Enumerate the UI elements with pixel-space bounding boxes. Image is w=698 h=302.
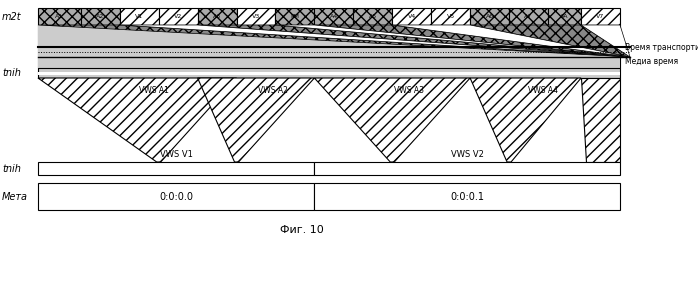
- Text: PM: PM: [290, 14, 299, 19]
- Bar: [548, 8, 581, 25]
- Polygon shape: [392, 25, 630, 57]
- Text: A5: A5: [369, 14, 377, 19]
- Polygon shape: [120, 25, 630, 57]
- Polygon shape: [198, 25, 630, 57]
- Text: VWS A2: VWS A2: [258, 86, 288, 95]
- Polygon shape: [470, 78, 581, 162]
- Polygon shape: [38, 25, 630, 57]
- Bar: [431, 8, 470, 25]
- Bar: [392, 8, 431, 25]
- Polygon shape: [314, 25, 630, 57]
- Bar: [353, 8, 392, 25]
- Text: VWS V2: VWS V2: [451, 150, 484, 159]
- Text: VWS A3: VWS A3: [394, 86, 424, 95]
- Text: Фиг. 10: Фиг. 10: [280, 225, 324, 235]
- Bar: [120, 8, 158, 25]
- Text: VWS V1: VWS V1: [160, 150, 193, 159]
- Polygon shape: [581, 25, 630, 57]
- Bar: [198, 8, 237, 25]
- Polygon shape: [198, 78, 314, 162]
- Bar: [314, 183, 620, 210]
- Text: VWS A4: VWS A4: [528, 86, 558, 95]
- Bar: [38, 8, 81, 25]
- Bar: [314, 162, 620, 175]
- Bar: [38, 68, 620, 78]
- Text: A6: A6: [486, 14, 493, 19]
- Polygon shape: [581, 78, 620, 162]
- Text: 0:0:0.0: 0:0:0.0: [159, 191, 193, 201]
- Text: V7: V7: [596, 14, 604, 19]
- Bar: [314, 8, 353, 25]
- Text: A1: A1: [55, 14, 64, 19]
- Bar: [38, 25, 620, 68]
- Bar: [81, 8, 120, 25]
- Bar: [581, 8, 620, 25]
- Polygon shape: [38, 78, 237, 162]
- Polygon shape: [314, 78, 470, 162]
- Text: Время транспортировки: Время транспортировки: [625, 43, 698, 52]
- Text: Медиа время: Медиа время: [625, 57, 678, 66]
- Text: V3: V3: [252, 14, 260, 19]
- Text: tnih: tnih: [2, 163, 21, 174]
- Text: Мета: Мета: [2, 191, 28, 201]
- Text: V4: V4: [408, 14, 416, 19]
- Text: V2: V2: [174, 14, 182, 19]
- Bar: [509, 8, 548, 25]
- Text: tnih: tnih: [2, 68, 21, 78]
- Text: A2: A2: [96, 14, 105, 19]
- Text: 0:0:0.1: 0:0:0.1: [450, 191, 484, 201]
- Bar: [237, 8, 276, 25]
- Bar: [38, 25, 620, 68]
- Text: A7: A7: [524, 14, 533, 19]
- Polygon shape: [470, 25, 630, 57]
- Text: V1: V1: [135, 14, 143, 19]
- Bar: [158, 8, 198, 25]
- Text: A3: A3: [213, 14, 221, 19]
- Text: VWS A1: VWS A1: [140, 86, 169, 95]
- Polygon shape: [276, 25, 630, 57]
- Bar: [38, 72, 620, 75]
- Text: V5: V5: [447, 14, 454, 19]
- Bar: [38, 183, 314, 210]
- Bar: [276, 8, 314, 25]
- Bar: [38, 162, 314, 175]
- Bar: [470, 8, 509, 25]
- Text: PA: PA: [560, 14, 568, 19]
- Text: A4: A4: [329, 14, 338, 19]
- Text: m2t: m2t: [2, 11, 22, 21]
